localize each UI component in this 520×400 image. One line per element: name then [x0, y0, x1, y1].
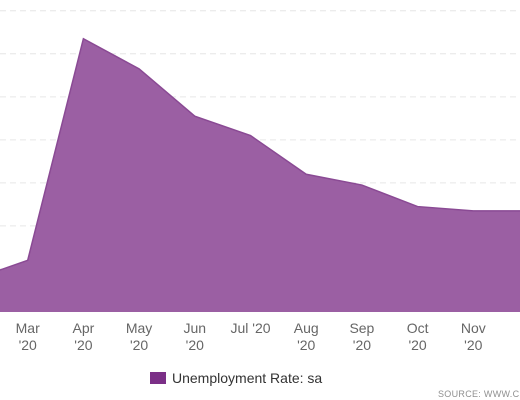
x-tick-year: '20: [353, 337, 371, 353]
x-tick-label: Nov: [461, 320, 486, 336]
legend-swatch: [150, 372, 166, 384]
x-tick-label: Oct: [407, 320, 429, 336]
area-fill[interactable]: [0, 38, 520, 312]
data-point-6[interactable]: [302, 170, 310, 178]
data-point-9[interactable]: [469, 207, 477, 215]
x-tick-label: Aug: [294, 320, 319, 336]
x-tick-year: '20: [408, 337, 426, 353]
data-point-1[interactable]: [24, 256, 32, 264]
x-tick-label: Sep: [349, 320, 374, 336]
x-tick-label: Jun: [184, 320, 207, 336]
data-point-7[interactable]: [358, 181, 366, 189]
x-tick-year: '20: [186, 337, 204, 353]
source-credit: SOURCE: WWW.CE: [438, 389, 520, 399]
data-point-2[interactable]: [79, 35, 87, 43]
area-series: [0, 35, 520, 312]
x-tick-year: '20: [130, 337, 148, 353]
x-tick-label: May: [126, 320, 152, 336]
data-point-3[interactable]: [135, 65, 143, 73]
x-tick-year: '20: [74, 337, 92, 353]
data-point-5[interactable]: [247, 132, 255, 140]
x-tick-label: Apr: [73, 320, 95, 336]
area-line: [0, 37, 520, 271]
data-point-8[interactable]: [414, 203, 422, 211]
data-point-4[interactable]: [191, 112, 199, 120]
x-tick-year: '20: [19, 337, 37, 353]
x-tick-year: '20: [464, 337, 482, 353]
x-tick-label: Mar: [16, 320, 40, 336]
legend[interactable]: Unemployment Rate: sa: [150, 369, 322, 387]
legend-label: Unemployment Rate: sa: [172, 370, 323, 386]
x-tick-year: '20: [297, 337, 315, 353]
x-tick-label: Jul '20: [230, 320, 270, 336]
